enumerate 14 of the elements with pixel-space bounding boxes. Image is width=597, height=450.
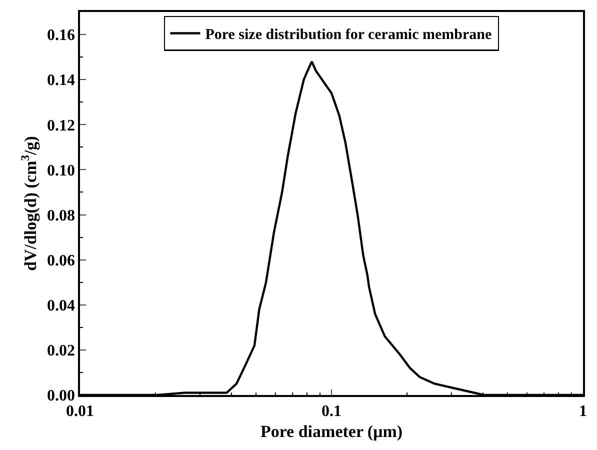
y-tick-label: 0.06 — [47, 252, 76, 270]
y-tick-label: 0.14 — [47, 72, 76, 90]
x-tick-label: 0.1 — [322, 402, 342, 420]
y-tick-label: 0.00 — [47, 388, 76, 405]
x-tick-label: 1 — [579, 402, 587, 420]
y-tick-label: 0.08 — [47, 207, 76, 224]
y-tick-label: 0.12 — [47, 117, 76, 134]
x-tick-label: 0.01 — [66, 402, 94, 420]
y-tick-label: 0.10 — [47, 162, 76, 180]
y-tick-label: 0.02 — [47, 342, 76, 360]
y-tick-label: 0.04 — [47, 297, 76, 314]
x-axis-title: Pore diameter (μm) — [260, 422, 403, 441]
legend-label: Pore size distribution for ceramic membrane — [205, 27, 492, 44]
y-tick-label: 0.16 — [47, 27, 76, 44]
